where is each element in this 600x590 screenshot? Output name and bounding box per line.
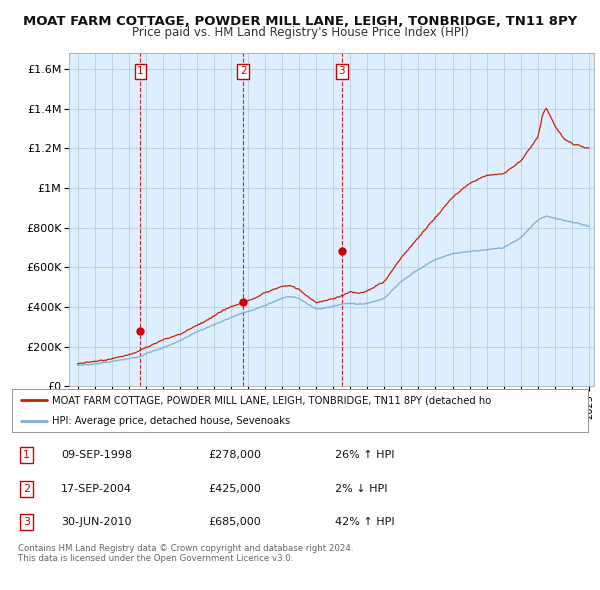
Text: 30-JUN-2010: 30-JUN-2010 [61,517,131,527]
Text: 1: 1 [23,450,30,460]
Text: £685,000: £685,000 [208,517,260,527]
Text: HPI: Average price, detached house, Sevenoaks: HPI: Average price, detached house, Seve… [52,417,290,426]
Text: 09-SEP-1998: 09-SEP-1998 [61,450,132,460]
Text: 1: 1 [137,67,144,77]
Text: 2: 2 [23,484,30,494]
Text: 3: 3 [23,517,30,527]
Text: MOAT FARM COTTAGE, POWDER MILL LANE, LEIGH, TONBRIDGE, TN11 8PY (detached ho: MOAT FARM COTTAGE, POWDER MILL LANE, LEI… [52,395,491,405]
Text: 3: 3 [338,67,345,77]
Text: 26% ↑ HPI: 26% ↑ HPI [335,450,394,460]
Text: £278,000: £278,000 [208,450,261,460]
Text: 42% ↑ HPI: 42% ↑ HPI [335,517,394,527]
Text: £425,000: £425,000 [208,484,261,494]
Text: Price paid vs. HM Land Registry's House Price Index (HPI): Price paid vs. HM Land Registry's House … [131,26,469,39]
Text: 2% ↓ HPI: 2% ↓ HPI [335,484,387,494]
Text: MOAT FARM COTTAGE, POWDER MILL LANE, LEIGH, TONBRIDGE, TN11 8PY: MOAT FARM COTTAGE, POWDER MILL LANE, LEI… [23,15,577,28]
Text: 2: 2 [240,67,247,77]
Text: 17-SEP-2004: 17-SEP-2004 [61,484,132,494]
Text: Contains HM Land Registry data © Crown copyright and database right 2024.
This d: Contains HM Land Registry data © Crown c… [18,544,353,563]
